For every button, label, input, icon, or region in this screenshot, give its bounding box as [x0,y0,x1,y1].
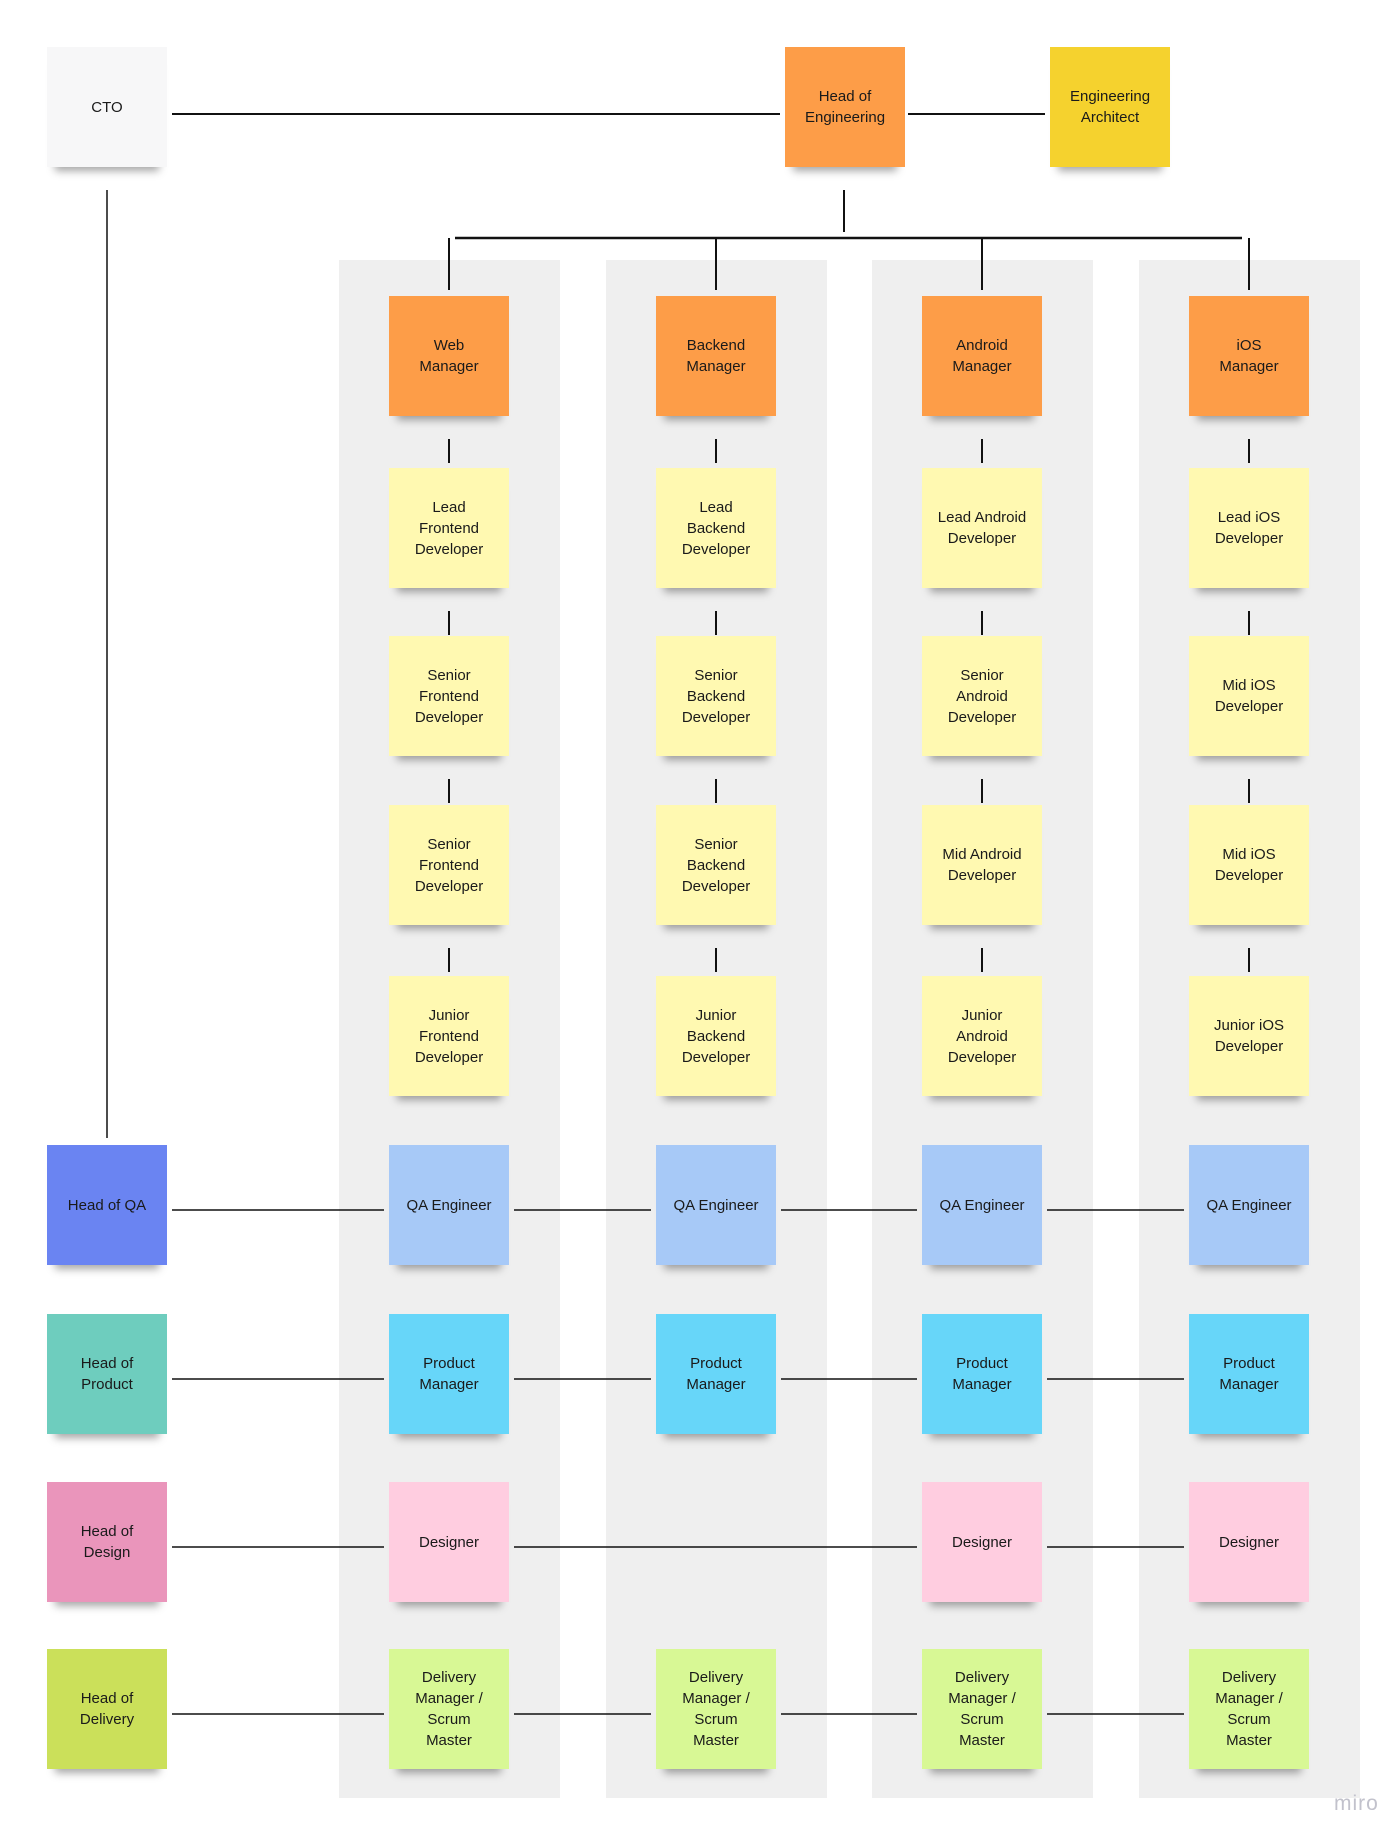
note-label: Senior Frontend Developer [414,835,484,895]
engineer-note[interactable]: Mid iOS Developer [1189,636,1309,756]
miro-watermark: miro [1334,1792,1379,1815]
note-label: Mid iOS Developer [1214,677,1284,715]
qa-engineer-note[interactable]: QA Engineer [389,1145,509,1265]
note-label: Head of Engineering [804,88,886,126]
note-label: Junior Android Developer [947,1006,1017,1066]
note-label: Mid iOS Developer [1214,846,1284,884]
engineer-note[interactable]: Lead Backend Developer [656,468,776,588]
engineer-note[interactable]: Senior Backend Developer [656,805,776,925]
note-label: Engineering Architect [1069,88,1151,126]
engineer-note[interactable]: Senior Frontend Developer [389,636,509,756]
manager-note[interactable]: Web Manager [389,296,509,416]
engineer-note[interactable]: Senior Frontend Developer [389,805,509,925]
delivery-manager-note[interactable]: Delivery Manager / Scrum Master [1189,1649,1309,1769]
note-label: Lead iOS Developer [1214,509,1284,547]
note-label: Delivery Manager / Scrum Master [415,1669,483,1749]
note-label: Backend Manager [686,337,746,375]
note-label: QA Engineer [406,1196,492,1214]
qa-engineer-note[interactable]: QA Engineer [656,1145,776,1265]
engineer-note[interactable]: Lead Android Developer [922,468,1042,588]
delivery-manager-note[interactable]: Delivery Manager / Scrum Master [389,1649,509,1769]
note-label: Designer [951,1533,1013,1551]
note-label: Lead Android Developer [937,509,1027,547]
manager-note[interactable]: Backend Manager [656,296,776,416]
engineer-note[interactable]: Junior Backend Developer [656,976,776,1096]
note-label: Lead Frontend Developer [414,498,484,558]
note-label: Delivery Manager / Scrum Master [1215,1669,1283,1749]
note-label: Junior iOS Developer [1213,1017,1285,1055]
note-label: Product Manager [686,1355,746,1393]
qa-engineer-note[interactable]: QA Engineer [1189,1145,1309,1265]
note-label: Delivery Manager / Scrum Master [948,1669,1016,1749]
head-note[interactable]: Head of Product [47,1314,167,1434]
product-manager-note[interactable]: Product Manager [922,1314,1042,1434]
note-label: Senior Backend Developer [681,666,751,726]
product-manager-note[interactable]: Product Manager [656,1314,776,1434]
note-label: Product Manager [1219,1355,1279,1393]
engineer-note[interactable]: Junior Frontend Developer [389,976,509,1096]
head-of-engineering-note[interactable]: Head of Engineering [785,47,905,167]
note-label: Delivery Manager / Scrum Master [682,1669,750,1749]
engineer-note[interactable]: Junior Android Developer [922,976,1042,1096]
note-label: Lead Backend Developer [681,498,751,558]
manager-note[interactable]: iOS Manager [1189,296,1309,416]
manager-note[interactable]: Android Manager [922,296,1042,416]
engineer-note[interactable]: Junior iOS Developer [1189,976,1309,1096]
engineer-note[interactable]: Lead iOS Developer [1189,468,1309,588]
note-label: QA Engineer [673,1196,759,1214]
designer-note[interactable]: Designer [922,1482,1042,1602]
note-label: Designer [418,1533,480,1551]
note-label: Junior Backend Developer [681,1006,751,1066]
head-note[interactable]: Head of Delivery [47,1649,167,1769]
note-label: QA Engineer [1206,1196,1292,1214]
note-label: Head of Design [80,1523,134,1561]
note-label: Head of QA [67,1196,147,1214]
note-label: Senior Frontend Developer [414,666,484,726]
cto-note[interactable]: CTO [47,47,167,167]
note-label: Android Manager [952,337,1012,375]
engineer-note[interactable]: Senior Android Developer [922,636,1042,756]
note-label: Head of Product [80,1355,134,1393]
product-manager-note[interactable]: Product Manager [1189,1314,1309,1434]
note-label: Senior Android Developer [947,666,1017,726]
designer-note[interactable]: Designer [389,1482,509,1602]
note-label: Junior Frontend Developer [414,1006,484,1066]
engineer-note[interactable]: Lead Frontend Developer [389,468,509,588]
note-label: Head of Delivery [79,1690,135,1728]
note-label: QA Engineer [939,1196,1025,1214]
note-label: Senior Backend Developer [681,835,751,895]
engineer-note[interactable]: Mid Android Developer [922,805,1042,925]
product-manager-note[interactable]: Product Manager [389,1314,509,1434]
note-label: Product Manager [952,1355,1012,1393]
note-label: Web Manager [419,337,479,375]
note-label: Product Manager [419,1355,479,1393]
note-label: iOS Manager [1219,337,1279,375]
qa-engineer-note[interactable]: QA Engineer [922,1145,1042,1265]
head-note[interactable]: Head of Design [47,1482,167,1602]
delivery-manager-note[interactable]: Delivery Manager / Scrum Master [922,1649,1042,1769]
engineering-architect-note[interactable]: Engineering Architect [1050,47,1170,167]
designer-note[interactable]: Designer [1189,1482,1309,1602]
head-note[interactable]: Head of QA [47,1145,167,1265]
engineer-note[interactable]: Senior Backend Developer [656,636,776,756]
note-label: CTO [91,98,123,116]
note-label: Mid Android Developer [942,846,1022,884]
note-label: Designer [1218,1533,1280,1551]
delivery-manager-note[interactable]: Delivery Manager / Scrum Master [656,1649,776,1769]
engineer-note[interactable]: Mid iOS Developer [1189,805,1309,925]
